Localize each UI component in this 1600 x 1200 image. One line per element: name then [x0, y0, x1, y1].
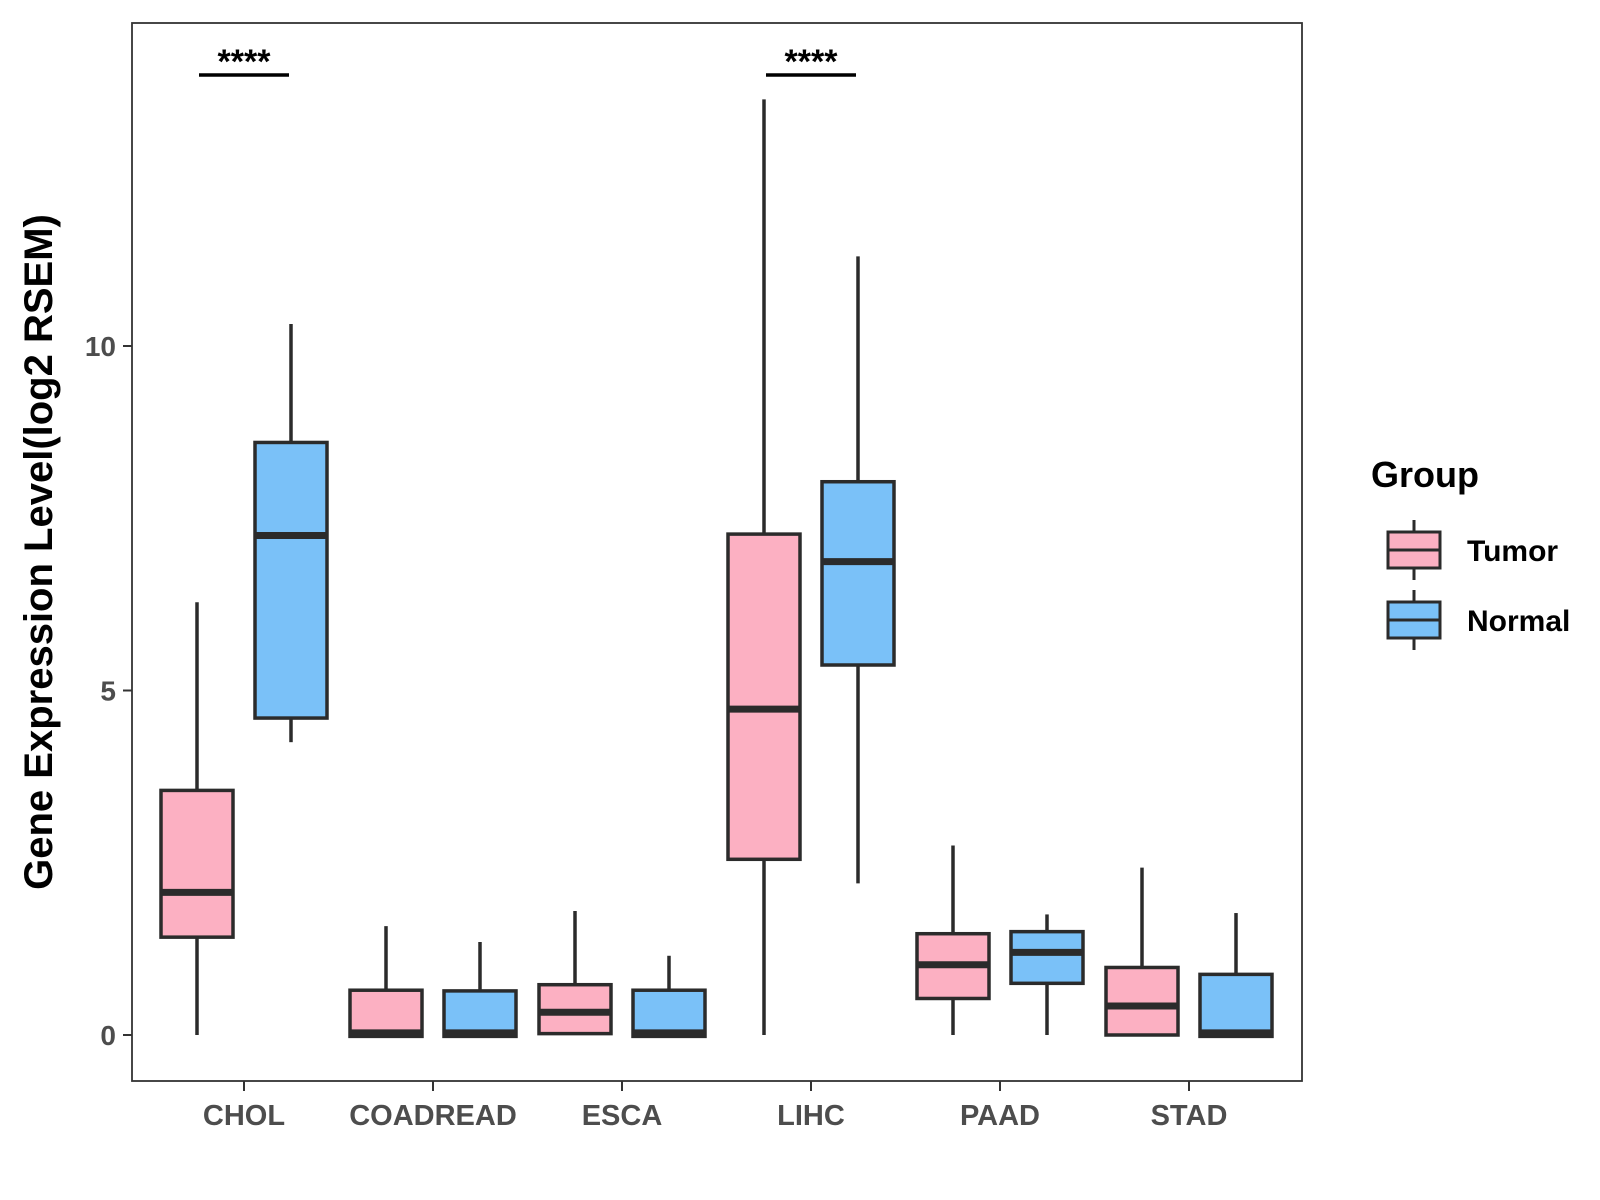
x-tick-label: LIHC [777, 1100, 845, 1132]
legend-title: Group [1371, 454, 1479, 495]
y-tick-label: 5 [100, 676, 116, 707]
plot-area: **** **** [159, 43, 1274, 1039]
box-iqr [442, 989, 518, 1039]
legend-item-normal: Normal [1386, 590, 1570, 650]
box-tumor-lihc [726, 99, 802, 1035]
x-axis: CHOL COADREAD ESCA LIHC PAAD STAD [203, 1081, 1227, 1132]
y-axis: 0 5 10 [85, 331, 132, 1051]
box-tumor-paad [915, 845, 991, 1035]
y-tick-label: 10 [85, 331, 116, 362]
box-iqr [1104, 965, 1180, 1037]
x-tick-label: STAD [1151, 1100, 1228, 1132]
x-tick-label: ESCA [582, 1100, 663, 1132]
box-iqr [253, 440, 329, 720]
box-tumor-coadread [348, 926, 424, 1039]
box-normal-lihc [820, 256, 896, 884]
legend: Group Tumor Normal [1371, 454, 1570, 650]
legend-label: Normal [1467, 605, 1570, 638]
box-iqr [820, 479, 896, 667]
y-axis-title: Gene Expression Level(log2 RSEM) [17, 214, 61, 890]
box-tumor-stad [1104, 867, 1180, 1037]
box-normal-chol [253, 323, 329, 743]
legend-item-tumor: Tumor [1386, 520, 1558, 580]
box-iqr [726, 532, 802, 862]
box-tumor-esca [537, 910, 613, 1036]
significance-label: **** [785, 43, 839, 81]
significance-label: **** [218, 43, 272, 81]
x-tick-label: CHOL [203, 1100, 285, 1132]
y-tick-label: 0 [100, 1020, 116, 1051]
box-iqr [348, 988, 424, 1039]
x-tick-label: PAAD [960, 1100, 1040, 1132]
legend-label: Tumor [1467, 535, 1558, 568]
box-normal-paad [1009, 914, 1085, 1035]
x-tick-label: COADREAD [349, 1100, 517, 1132]
box-normal-esca [631, 955, 707, 1039]
box-normal-coadread [442, 941, 518, 1039]
box-normal-stad [1198, 913, 1274, 1039]
box-iqr [1198, 972, 1274, 1039]
box-iqr [1009, 929, 1085, 986]
box-iqr [159, 788, 235, 939]
box-tumor-chol [159, 602, 235, 1035]
